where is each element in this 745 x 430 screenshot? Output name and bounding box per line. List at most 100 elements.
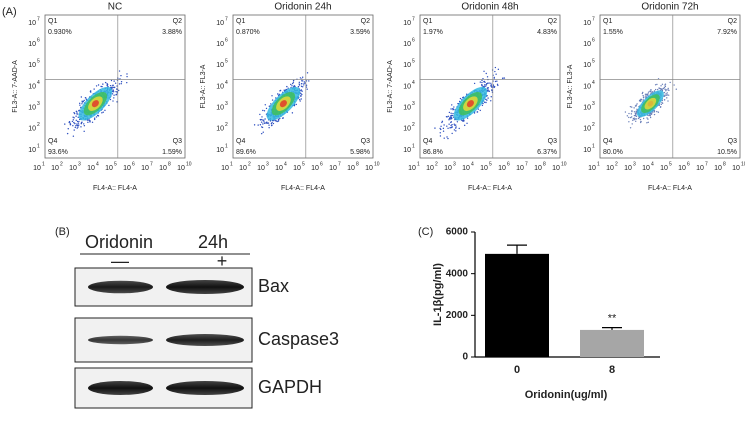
x-tick-base: 10 xyxy=(516,165,524,172)
event-dot xyxy=(666,92,668,94)
event-dot xyxy=(260,121,263,123)
quadrant-name: Q4 xyxy=(603,138,612,145)
x-tick-base: 10 xyxy=(498,165,506,172)
y-tick-exponent: 2 xyxy=(412,122,415,128)
event-dot xyxy=(496,83,499,86)
event-dot xyxy=(104,109,106,112)
event-dot xyxy=(441,121,443,124)
event-dot xyxy=(272,122,275,125)
quadrant-value: 89.6% xyxy=(236,149,256,156)
x-tick-exponent: 4 xyxy=(284,161,287,167)
y-tick-exponent: 1 xyxy=(592,143,595,149)
x-tick-exponent: 4 xyxy=(471,161,474,167)
event-dot xyxy=(495,73,497,75)
event-dot xyxy=(263,122,266,124)
event-dot xyxy=(301,90,303,92)
event-dot xyxy=(268,127,270,129)
event-dot xyxy=(667,100,669,102)
event-dot xyxy=(111,93,114,95)
event-dot xyxy=(267,122,270,124)
event-dot xyxy=(74,126,76,129)
event-dot xyxy=(76,120,79,123)
plot-frame xyxy=(44,14,186,159)
event-dot xyxy=(73,111,75,114)
event-dot xyxy=(494,66,497,69)
event-dot xyxy=(491,89,493,91)
event-dot xyxy=(276,93,279,95)
event-dot xyxy=(305,84,308,86)
event-dot xyxy=(455,126,457,128)
y-tick-base: 10 xyxy=(216,20,224,27)
event-dot xyxy=(260,132,263,135)
y-tick-exponent: 5 xyxy=(592,59,595,65)
event-dot xyxy=(301,93,303,96)
event-dot xyxy=(635,105,637,107)
quadrant-name: Q2 xyxy=(173,18,182,25)
event-dot xyxy=(651,91,653,94)
event-dot xyxy=(647,118,649,120)
event-dot xyxy=(74,122,76,125)
event-dot xyxy=(663,99,666,101)
event-dot xyxy=(445,115,448,118)
quadrant-value: 86.8% xyxy=(423,149,443,156)
event-dot xyxy=(112,86,114,88)
event-dot xyxy=(108,104,110,107)
event-dot xyxy=(663,91,666,94)
protein-label: Caspase3 xyxy=(258,329,339,349)
x-tick-exponent: 7 xyxy=(525,161,528,167)
x-tick-base: 10 xyxy=(105,165,113,172)
y-tick-base: 10 xyxy=(28,62,36,69)
y-tick-exponent: 4 xyxy=(412,80,415,86)
event-dot xyxy=(673,84,675,86)
event-dot xyxy=(114,82,117,84)
y-tick-base: 10 xyxy=(403,105,411,112)
event-dot xyxy=(630,106,633,108)
event-dot xyxy=(503,77,506,79)
event-dot xyxy=(72,119,75,121)
event-dot xyxy=(453,106,455,108)
event-dot xyxy=(268,124,270,126)
x-tick-base: 10 xyxy=(642,165,650,172)
event-dot xyxy=(451,132,453,135)
y-tick-exponent: 3 xyxy=(37,101,40,107)
event-dot xyxy=(80,96,83,98)
event-dot xyxy=(299,100,301,102)
protein-band xyxy=(88,335,153,345)
event-dot xyxy=(102,111,104,113)
event-dot xyxy=(69,122,71,124)
event-dot xyxy=(450,108,452,110)
x-tick-base: 10 xyxy=(552,165,560,172)
y-tick-label: 0 xyxy=(462,352,468,363)
y-tick-base: 10 xyxy=(28,105,36,112)
event-dot xyxy=(262,123,264,125)
x-tick-exponent: 1 xyxy=(42,161,45,167)
event-dot xyxy=(642,94,644,97)
event-dot xyxy=(667,94,670,96)
event-dot xyxy=(118,70,121,72)
event-dot xyxy=(443,137,445,139)
quadrant-value: 1.55% xyxy=(603,29,623,36)
event-dot xyxy=(106,84,108,87)
event-dot xyxy=(490,96,492,98)
event-dot xyxy=(454,124,456,127)
y-tick-base: 10 xyxy=(583,41,591,48)
event-dot xyxy=(635,120,637,122)
quadrant-name: Q3 xyxy=(361,138,370,145)
event-dot xyxy=(653,113,656,116)
event-dot xyxy=(646,117,648,119)
event-dot xyxy=(634,114,637,116)
event-dot xyxy=(642,117,645,120)
event-dot xyxy=(675,88,678,90)
x-tick-base: 10 xyxy=(480,165,488,172)
event-dot xyxy=(450,112,452,115)
event-dot xyxy=(264,118,266,120)
quadrant-value: 3.88% xyxy=(162,29,182,36)
event-dot xyxy=(455,130,457,132)
x-tick-exponent: 10 xyxy=(374,161,380,167)
y-tick-exponent: 1 xyxy=(412,143,415,149)
event-dot xyxy=(90,91,92,93)
event-dot xyxy=(291,82,294,85)
x-tick-exponent: 7 xyxy=(338,161,341,167)
event-dot xyxy=(113,94,115,96)
